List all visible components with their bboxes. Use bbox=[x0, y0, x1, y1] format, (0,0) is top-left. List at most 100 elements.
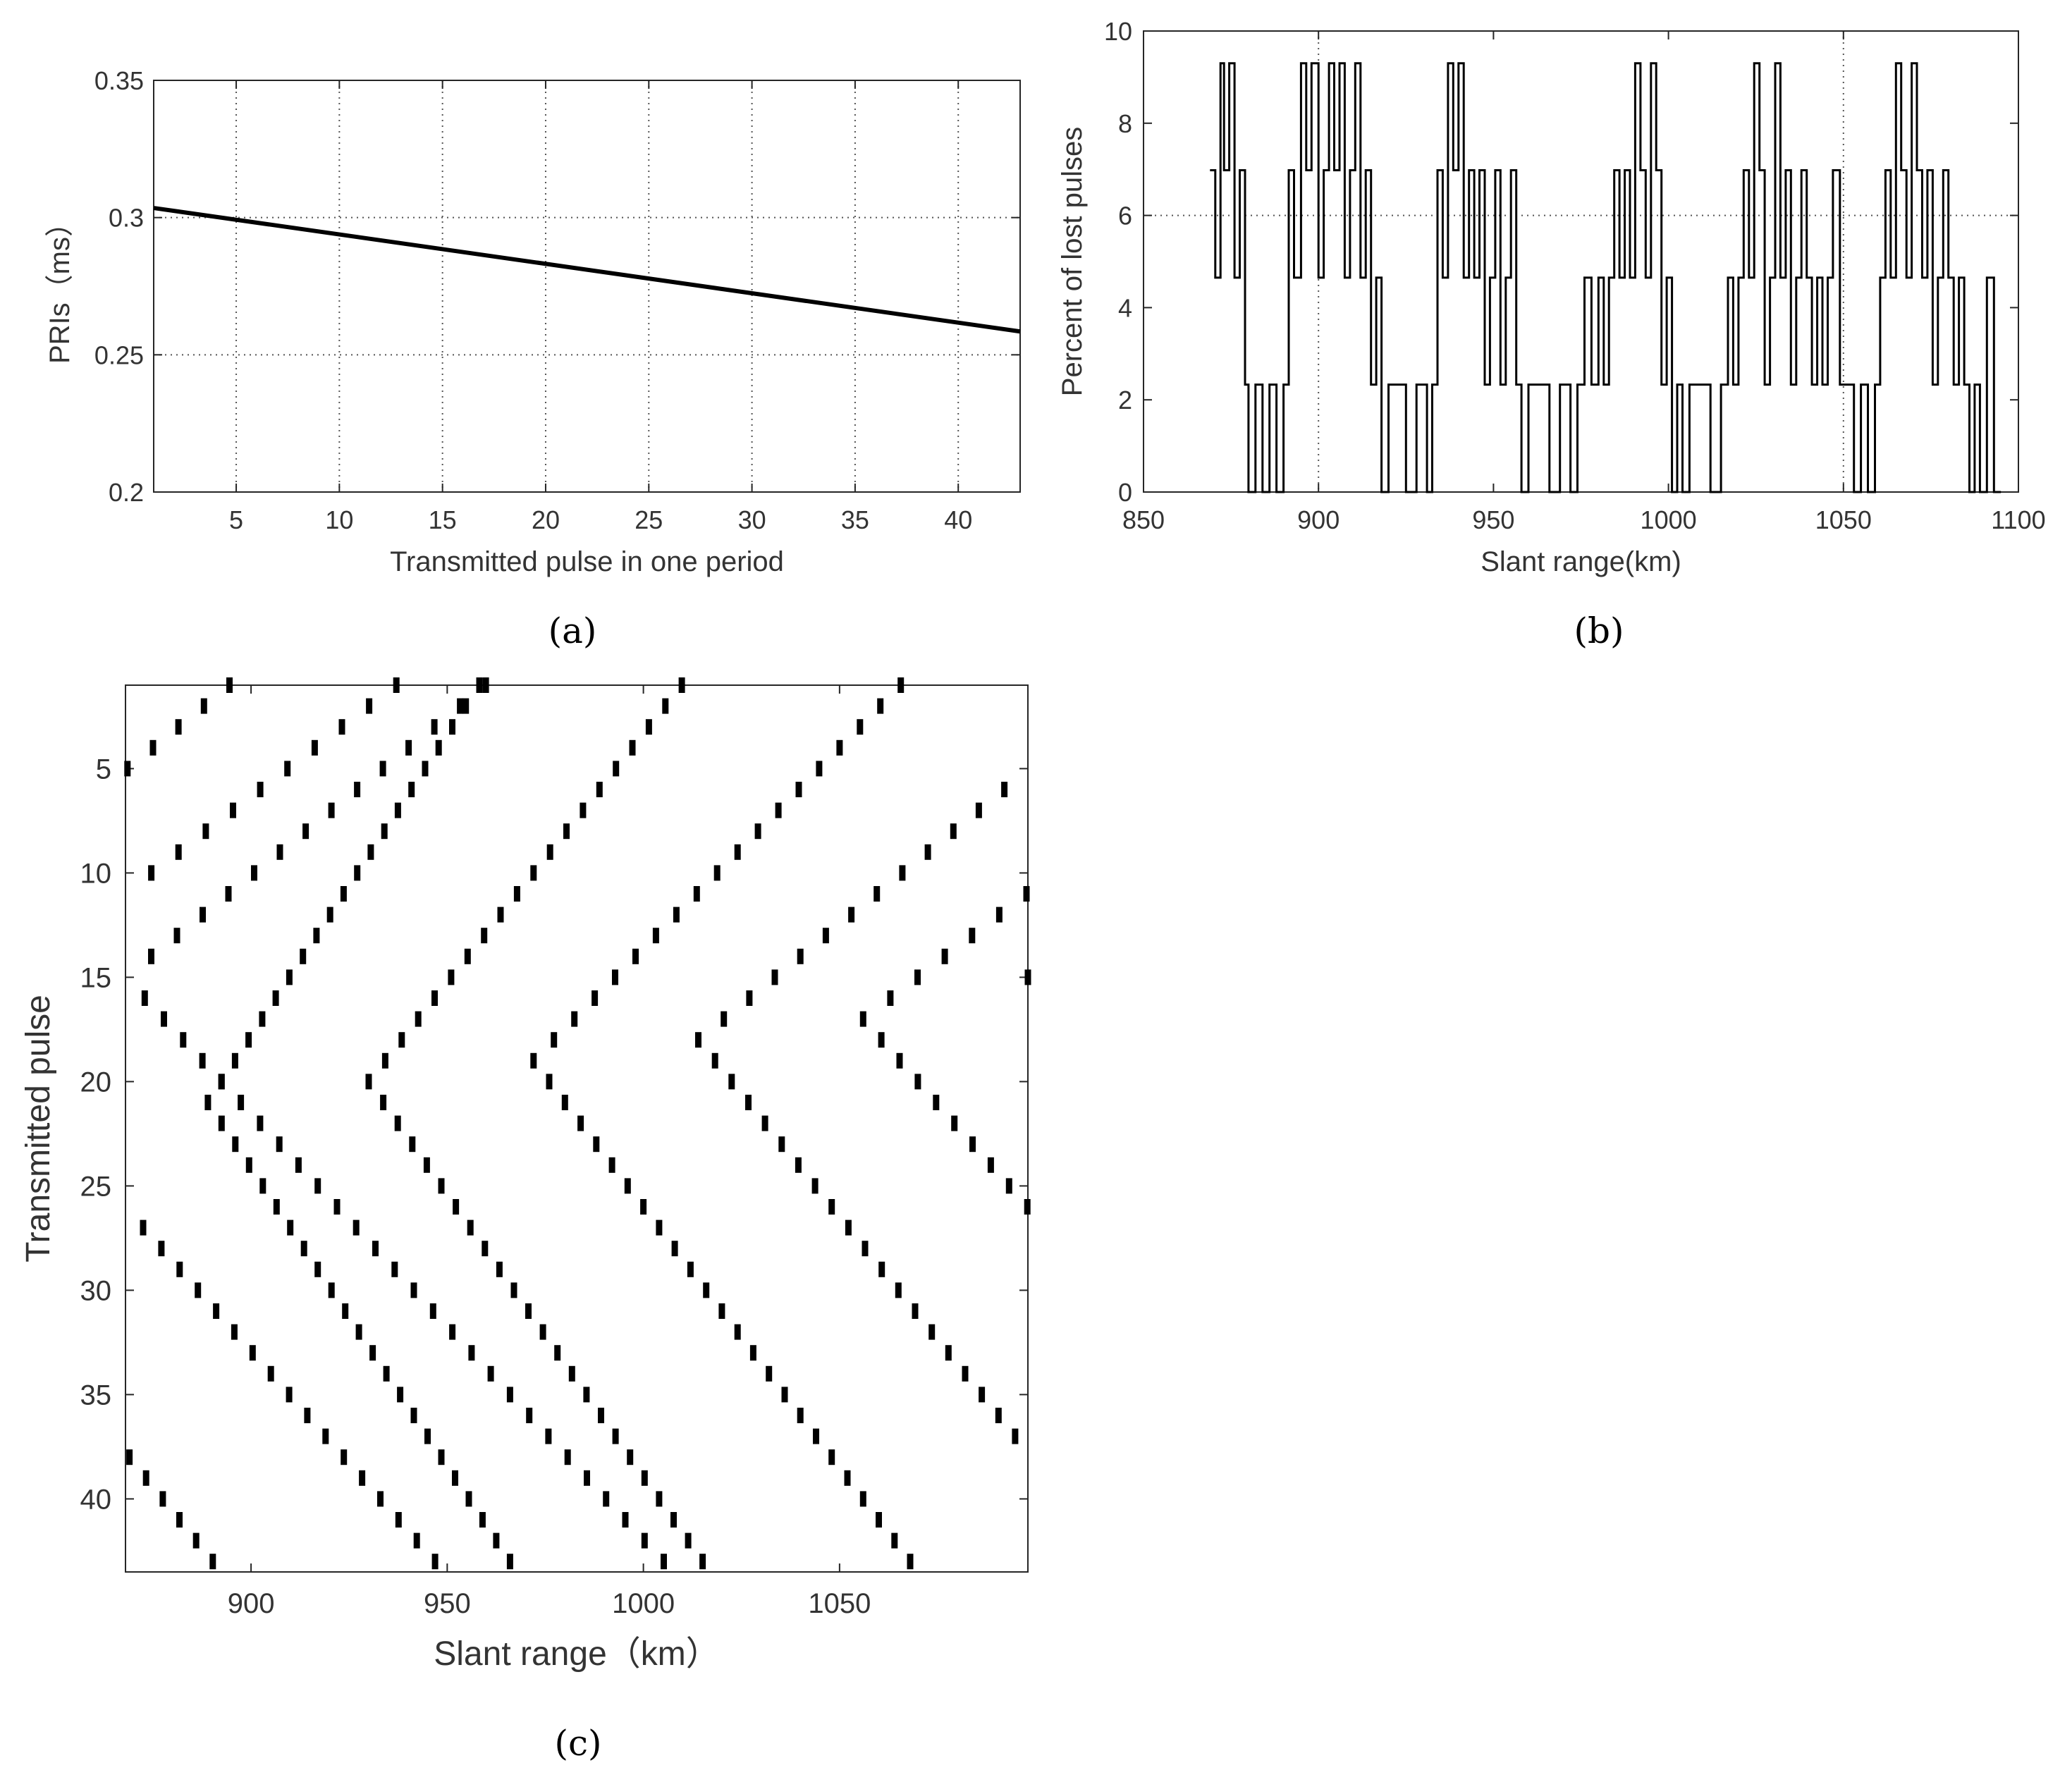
panel-c-ytick-label: 25 bbox=[80, 1171, 112, 1202]
panel-b-xtick-label: 850 bbox=[1122, 505, 1165, 534]
panel-a-ytick-label: 0.2 bbox=[109, 478, 144, 507]
panel-c-pulse-mark bbox=[286, 969, 293, 985]
panel-a-ytick-label: 0.25 bbox=[94, 340, 144, 369]
panel-c-pulse-mark bbox=[561, 1095, 568, 1110]
panel-c-pulse-mark bbox=[453, 1199, 460, 1215]
panel-c-pulse-mark bbox=[410, 1408, 417, 1423]
panel-c-pulse-mark bbox=[571, 1011, 578, 1027]
panel-c-pulse-mark bbox=[497, 907, 504, 923]
panel-c-pulse-mark bbox=[284, 761, 291, 777]
panel-c-pulse-mark bbox=[295, 1157, 302, 1173]
panel-c-pulse-mark bbox=[245, 1157, 252, 1173]
panel-c-pulse-mark bbox=[781, 1387, 788, 1403]
panel-c-pulse-mark bbox=[159, 1491, 166, 1507]
panel-c-pulse-mark bbox=[857, 719, 864, 735]
panel-c-pulse-mark bbox=[703, 1282, 710, 1298]
panel-c-pulse-mark bbox=[583, 1387, 590, 1403]
panel-c-pulse-mark bbox=[951, 1115, 958, 1131]
panel-c-pulse-mark bbox=[481, 928, 488, 944]
panel-c-pulse-mark bbox=[142, 1470, 149, 1486]
panel-c-ylabel: Transmitted pulse bbox=[20, 995, 57, 1262]
panel-c-pulse-mark bbox=[685, 1532, 692, 1549]
panel-c-pulse-mark bbox=[896, 1052, 903, 1069]
panel-c-pulse-mark bbox=[641, 1470, 648, 1486]
panel-c-pulse-mark bbox=[449, 1324, 456, 1340]
panel-c-pulse-mark bbox=[148, 865, 155, 881]
panel-a-axes-box bbox=[153, 80, 1021, 493]
panel-c-pulse-mark bbox=[568, 1365, 575, 1382]
panel-c-pulse-mark bbox=[912, 1303, 919, 1319]
panel-c-pulse-mark bbox=[218, 1074, 225, 1090]
panel-c-pulse-mark bbox=[333, 1199, 341, 1215]
panel-c-pulse-mark bbox=[209, 1554, 216, 1570]
panel-b-xtick-label: 1000 bbox=[1641, 505, 1697, 534]
panel-c-pulse-mark bbox=[749, 1345, 756, 1361]
panel-c-pulse-mark bbox=[249, 1345, 256, 1361]
panel-c-pulse-mark bbox=[353, 1219, 360, 1236]
panel-b-lost-pulses-trace bbox=[1210, 62, 2001, 493]
panel-c-pulse-mark bbox=[598, 1408, 604, 1423]
panel-c-pulse-mark bbox=[873, 886, 881, 902]
panel-a-ylabel: PRIs（ms） bbox=[44, 209, 75, 364]
panel-c-ytick-label: 5 bbox=[96, 754, 111, 785]
panel-c-pulse-mark bbox=[539, 1324, 546, 1340]
panel-c-pulse-mark bbox=[907, 1554, 914, 1570]
panel-c-pulse-mark bbox=[979, 1387, 986, 1403]
panel-c-pulse-mark bbox=[656, 1491, 663, 1507]
panel-c-pulse-mark bbox=[413, 1532, 420, 1549]
panel-c-pulse-mark bbox=[225, 886, 232, 902]
panel-c-pulse-mark bbox=[525, 1303, 532, 1319]
panel-c-pulse-mark bbox=[204, 1095, 212, 1110]
panel-c-pulse-mark bbox=[612, 1428, 619, 1444]
panel-c-pulse-mark bbox=[462, 698, 470, 714]
panel-c-pulse-mark bbox=[479, 1512, 486, 1528]
panel-c-pulse-mark bbox=[530, 865, 537, 881]
panel-c-pulse-mark bbox=[467, 1219, 474, 1236]
panel-b-axes-box bbox=[1143, 30, 2019, 493]
panel-a-xtick-label: 30 bbox=[738, 505, 766, 534]
panel-c-pulse-mark bbox=[175, 844, 182, 860]
panel-b-ytick-label: 4 bbox=[1118, 293, 1132, 322]
panel-c-pulse-mark bbox=[1005, 1178, 1012, 1194]
panel-c-pulse-mark bbox=[314, 1178, 321, 1194]
panel-c-pulse-mark bbox=[200, 698, 207, 714]
panel-c-pulse-mark bbox=[438, 1449, 445, 1465]
panel-c-pulse-mark bbox=[969, 1136, 976, 1153]
panel-c-pulse-mark bbox=[950, 823, 957, 840]
panel-c-pulse-mark bbox=[449, 719, 455, 735]
panel-c-pulse-mark bbox=[1023, 886, 1030, 902]
panel-c-axes-box bbox=[125, 684, 1029, 1573]
panel-c-pulse-mark bbox=[662, 698, 669, 714]
panel-c-pulse-mark bbox=[124, 761, 131, 777]
panel-c-pulse-mark bbox=[218, 1115, 225, 1131]
panel-c-pulse-mark bbox=[158, 1241, 165, 1257]
panel-c-pulse-mark bbox=[199, 1052, 206, 1069]
panel-c-pulse-mark bbox=[259, 1011, 266, 1027]
panel-c-pulse-mark bbox=[431, 1554, 439, 1570]
panel-c-pulse-mark bbox=[554, 1345, 561, 1361]
panel-c-pulse-mark bbox=[862, 1241, 869, 1257]
panel-c-pulse-mark bbox=[766, 1365, 773, 1382]
panel-c-pulse-mark bbox=[721, 1011, 728, 1027]
panel-c-pulse-mark bbox=[232, 1136, 239, 1153]
panel-c-pulse-mark bbox=[645, 719, 652, 735]
panel-c-pulse-mark bbox=[398, 1032, 405, 1048]
panel-c-pulse-mark bbox=[369, 1345, 376, 1361]
panel-c-pulse-mark bbox=[359, 1470, 366, 1486]
panel-c-pulse-mark bbox=[563, 823, 570, 840]
panel-c-pulse-mark bbox=[629, 739, 636, 756]
panel-c-pulse-mark bbox=[678, 677, 685, 693]
panel-c-pulse-mark bbox=[612, 969, 618, 985]
panel-c-pulse-mark bbox=[624, 1178, 631, 1194]
panel-c-pulse-mark bbox=[1001, 782, 1008, 797]
panel-c-pulse-mark bbox=[493, 1532, 500, 1549]
panel-c-pulse-mark bbox=[257, 1115, 264, 1131]
panel-c-ytick-label: 30 bbox=[80, 1275, 112, 1306]
panel-c-pulse-mark bbox=[175, 719, 182, 735]
panel-c-pulse-mark bbox=[670, 1512, 677, 1528]
panel-c-pulse-mark bbox=[603, 1491, 610, 1507]
panel-c-pulse-mark bbox=[148, 948, 154, 964]
panel-c-pulse-mark bbox=[377, 1491, 384, 1507]
panel-c-pulse-mark bbox=[435, 739, 442, 756]
panel-c-pulse-mark bbox=[816, 761, 823, 777]
